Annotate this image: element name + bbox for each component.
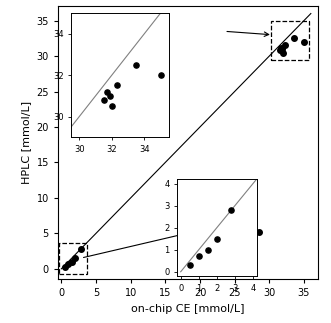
Point bbox=[72, 255, 78, 261]
Point bbox=[256, 229, 261, 234]
Point bbox=[69, 259, 74, 264]
Bar bbox=[271, 21, 309, 60]
Point bbox=[280, 47, 285, 52]
Point bbox=[114, 83, 119, 88]
Point bbox=[280, 50, 286, 55]
Point bbox=[278, 45, 284, 50]
Y-axis label: HPLC [mmol/L]: HPLC [mmol/L] bbox=[21, 101, 31, 184]
Point bbox=[101, 97, 106, 102]
Point bbox=[134, 62, 139, 67]
Point bbox=[229, 207, 234, 213]
X-axis label: on-chip CE [mmol/L]: on-chip CE [mmol/L] bbox=[131, 304, 245, 314]
Bar bbox=[59, 243, 87, 275]
Point bbox=[109, 104, 115, 109]
Point bbox=[277, 48, 282, 53]
Point bbox=[66, 261, 71, 266]
Point bbox=[301, 39, 307, 45]
Point bbox=[108, 93, 113, 99]
Point bbox=[291, 36, 296, 41]
Point bbox=[78, 246, 83, 252]
Point bbox=[62, 264, 68, 269]
Point bbox=[205, 247, 211, 252]
Point bbox=[283, 43, 288, 48]
Point bbox=[104, 89, 110, 94]
Point bbox=[158, 72, 163, 78]
Point bbox=[187, 263, 192, 268]
Point bbox=[196, 254, 201, 259]
Point bbox=[214, 236, 219, 241]
